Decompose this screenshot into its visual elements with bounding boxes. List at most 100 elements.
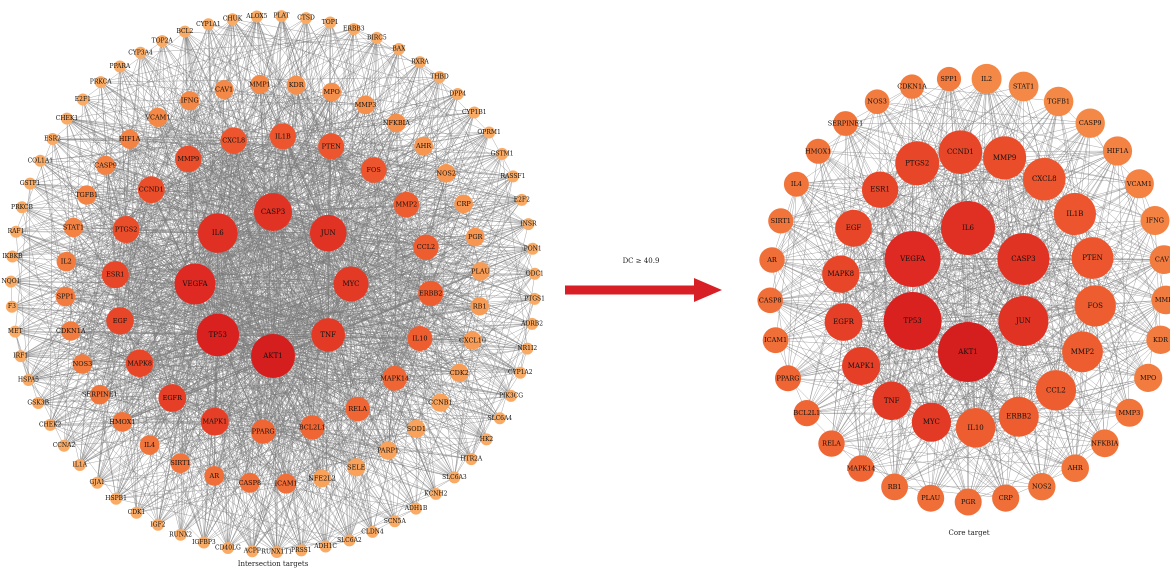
left-node-ccnb1: CCNB1	[428, 393, 453, 412]
left-node-label-rassf1: RASSF1	[501, 173, 526, 180]
right-node-circle-mmp2	[1062, 331, 1103, 373]
left-node-label-ccnb1: CCNB1	[428, 399, 453, 407]
left-node-label-egfr: EGFR	[163, 394, 183, 402]
left-node-circle-ar	[204, 466, 225, 486]
left-node-circle-il1a	[73, 459, 86, 471]
left-node-circle-casp9	[96, 155, 116, 175]
left-node-label-cdk2: CDK2	[450, 369, 469, 377]
right-node-nfkbia: NFKBIA	[1090, 429, 1119, 458]
right-node-circle-hmox1	[805, 138, 831, 164]
right-node-serpine1: SERPINE1	[828, 111, 863, 136]
left-node-circle-thbd	[433, 71, 446, 84]
left-node-label-rxra: RXRA	[411, 59, 429, 66]
left-node-label-vcam1: VCAM1	[144, 113, 170, 121]
left-node-prss1: PRSS1	[291, 544, 312, 557]
left-node-label-odc1: ODC1	[526, 270, 544, 277]
right-node-label-casp3: CASP3	[1011, 255, 1035, 263]
filter-arrow: DC ≥ 40.9	[565, 257, 722, 302]
right-node-nos3: NOS3	[864, 89, 890, 114]
left-node-label-esr2: ESR2	[44, 136, 61, 143]
left-node-label-thbd: THBD	[430, 74, 449, 81]
right-node-label-ccnd1: CCND1	[947, 148, 974, 156]
right-node-label-tp53: TP53	[903, 317, 921, 325]
left-node-label-icam1: ICAM1	[275, 480, 298, 488]
left-node-label-erbb3: ERBB3	[343, 26, 365, 33]
right-node-mapk1: MAPK1	[842, 346, 881, 386]
left-node-nfe2l2: NFE2L2	[308, 469, 336, 488]
left-node-label-ikbkb: IKBKB	[2, 253, 23, 260]
right-node-fos: FOS	[1074, 285, 1116, 327]
left-node-circle-acpp	[246, 545, 259, 558]
right-node-circle-vcam1	[1124, 169, 1154, 199]
right-node-label-il2: IL2	[981, 75, 992, 83]
right-node-nos2: NOS2	[1028, 473, 1056, 501]
right-node-circle-cxcl8	[1023, 157, 1066, 201]
left-node-top2a: TOP2A	[152, 35, 173, 48]
right-node-circle-ccnd1	[938, 130, 983, 174]
right-node-label-cav1: CAV1	[1155, 256, 1170, 264]
left-node-cyp1b1: CYP1B1	[462, 106, 487, 119]
right-node-label-ifng: IFNG	[1146, 217, 1164, 225]
left-node-label-pik3cg: PIK3CG	[499, 392, 523, 399]
left-node-label-il1b: IL1B	[275, 132, 291, 140]
left-node-nfkbia: NFKBIA	[383, 113, 410, 133]
left-node-ptgs2: PTGS2	[112, 216, 140, 243]
right-network-nodes: AKT1 TP53 VEGFA IL6 CASP3 JUN PTGS2 CCND1 MMP9 CX…	[757, 63, 1170, 516]
left-node-circle-vcam1	[148, 107, 168, 127]
left-node-label-sod1: SOD1	[407, 425, 426, 433]
left-node-label-e2f1: E2F1	[75, 96, 91, 103]
left-node-ccna2: CCNA2	[53, 439, 75, 452]
left-node-circle-mmp1	[250, 74, 270, 94]
left-node-label-ppara: PPARA	[110, 63, 131, 70]
right-node-circle-ahr	[1061, 454, 1089, 483]
left-node-circle-nfe2l2	[312, 469, 331, 488]
left-node-circle-plat	[275, 10, 288, 23]
left-node-cyp3a4: CYP3A4	[128, 46, 153, 59]
left-node-esr2: ESR2	[44, 133, 61, 145]
right-node-label-akt1: AKT1	[957, 348, 977, 356]
left-node-circle-pten	[318, 133, 345, 160]
left-node-thbd: THBD	[430, 71, 449, 84]
left-node-mmp2: MMP2	[393, 191, 420, 218]
left-node-circle-irf1	[14, 350, 27, 363]
right-node-label-stat1: STAT1	[1013, 83, 1034, 91]
left-node-egf: EGF	[106, 307, 134, 335]
left-node-chek1: CHEK1	[56, 112, 78, 125]
left-node-label-scn5a: SCN5A	[384, 518, 407, 525]
right-node-circle-mapk14	[847, 455, 875, 482]
left-node-label-fos: FOS	[367, 166, 381, 174]
left-node-label-cyp1a1: CYP1A1	[196, 21, 221, 28]
left-node-cxcl8: CXCL8	[220, 127, 247, 154]
left-node-label-mapk1: MAPK1	[202, 418, 227, 426]
right-node-circle-mmp3	[1115, 398, 1144, 427]
left-node-label-gsk3b: GSK3B	[27, 400, 49, 407]
right-node-circle-plau	[917, 484, 945, 512]
right-node-label-fos: FOS	[1087, 302, 1103, 310]
left-node-circle-ctsd	[300, 12, 312, 25]
right-node-circle-mmp1	[1151, 285, 1170, 315]
right-node-circle-stat1	[1008, 71, 1039, 102]
right-node-circle-fos	[1074, 285, 1116, 327]
right-node-circle-esr1	[861, 171, 899, 208]
left-node-label-bax: BAX	[392, 46, 406, 53]
left-node-cdk2: CDK2	[450, 363, 469, 383]
left-node-icam1: ICAM1	[275, 473, 298, 494]
left-node-label-mpo: MPO	[324, 88, 340, 96]
left-node-hmox1: HMOX1	[109, 412, 136, 432]
left-node-mapk8: MAPK8	[125, 349, 154, 378]
right-node-vcam1: VCAM1	[1124, 169, 1154, 199]
right-node-circle-icam1	[762, 327, 789, 354]
left-node-circle-gstm1	[496, 147, 509, 160]
left-node-bcl2: BCL2	[176, 25, 194, 38]
right-node-circle-kdr	[1146, 325, 1170, 354]
left-node-label-dpp4: DPP4	[449, 91, 466, 98]
left-node-pik3cg: PIK3CG	[499, 389, 523, 402]
left-node-label-nos3: NOS3	[73, 360, 93, 368]
left-node-circle-sirt1	[170, 453, 191, 473]
left-node-circle-nqo1	[5, 275, 17, 288]
right-node-circle-erbb2	[998, 396, 1039, 437]
left-node-circle-hif1a	[120, 129, 140, 149]
left-node-f3: F3	[5, 300, 18, 313]
left-node-circle-ccna2	[58, 439, 70, 452]
left-node-chek2: CHEK2	[39, 418, 62, 431]
